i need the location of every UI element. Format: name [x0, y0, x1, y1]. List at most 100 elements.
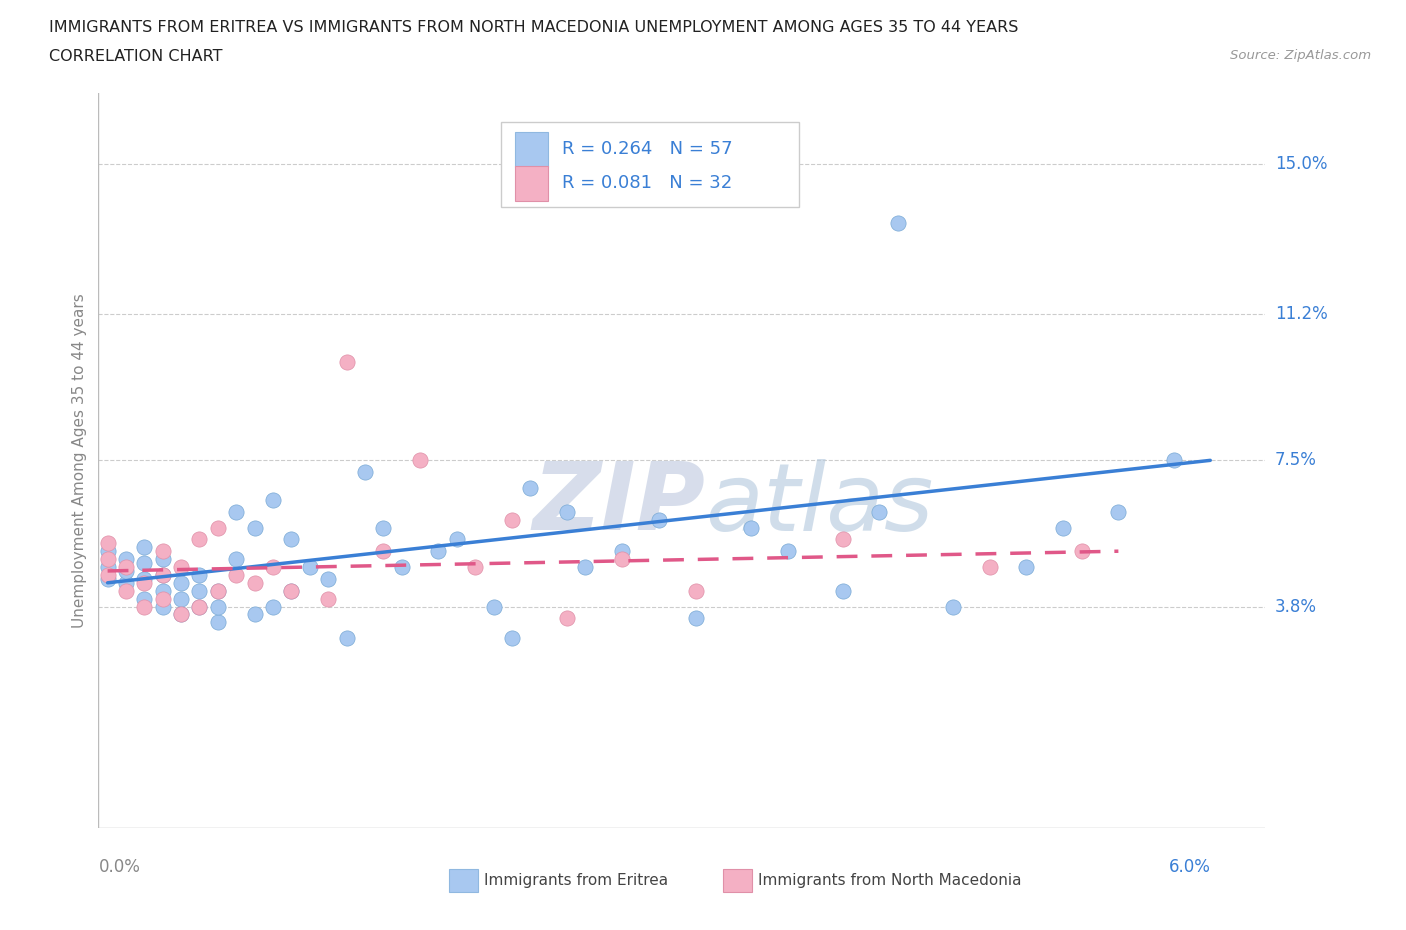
Point	[152, 583, 174, 598]
Point	[152, 551, 174, 566]
Point	[373, 544, 395, 559]
Point	[685, 583, 707, 598]
Point	[409, 453, 432, 468]
Point	[188, 532, 211, 547]
Point	[1107, 504, 1129, 519]
Text: R = 0.081   N = 32: R = 0.081 N = 32	[562, 174, 733, 193]
Point	[243, 520, 266, 535]
Text: IMMIGRANTS FROM ERITREA VS IMMIGRANTS FROM NORTH MACEDONIA UNEMPLOYMENT AMONG AG: IMMIGRANTS FROM ERITREA VS IMMIGRANTS FR…	[49, 20, 1018, 35]
Point	[115, 560, 138, 575]
Text: Source: ZipAtlas.com: Source: ZipAtlas.com	[1230, 49, 1371, 62]
Y-axis label: Unemployment Among Ages 35 to 44 years: Unemployment Among Ages 35 to 44 years	[72, 293, 87, 628]
Point	[207, 599, 229, 614]
Point	[612, 551, 634, 566]
Point	[243, 607, 266, 622]
Point	[243, 576, 266, 591]
Point	[280, 583, 302, 598]
Point	[427, 544, 450, 559]
Point	[134, 571, 156, 586]
Point	[555, 611, 578, 626]
Point	[152, 599, 174, 614]
Point	[979, 560, 1001, 575]
Text: 0.0%: 0.0%	[98, 858, 141, 876]
Point	[97, 560, 120, 575]
Point	[207, 520, 229, 535]
Point	[373, 520, 395, 535]
Point	[134, 599, 156, 614]
Point	[152, 544, 174, 559]
Point	[225, 551, 247, 566]
Point	[170, 607, 193, 622]
Point	[335, 354, 357, 369]
Point	[1070, 544, 1092, 559]
Point	[97, 536, 120, 551]
Point	[134, 591, 156, 606]
Point	[188, 599, 211, 614]
Point	[1163, 453, 1185, 468]
Text: 11.2%: 11.2%	[1275, 305, 1327, 324]
Point	[152, 567, 174, 582]
Text: CORRELATION CHART: CORRELATION CHART	[49, 49, 222, 64]
Point	[831, 583, 853, 598]
Point	[482, 599, 505, 614]
Point	[188, 567, 211, 582]
Point	[1015, 560, 1038, 575]
Point	[612, 544, 634, 559]
Text: R = 0.264   N = 57: R = 0.264 N = 57	[562, 140, 733, 158]
Point	[354, 465, 377, 480]
Point	[298, 560, 321, 575]
Point	[869, 504, 891, 519]
Point	[316, 571, 339, 586]
Point	[519, 481, 541, 496]
Point	[501, 512, 523, 527]
Point	[262, 599, 284, 614]
Point	[942, 599, 965, 614]
Point	[280, 583, 302, 598]
Point	[152, 591, 174, 606]
Point	[1052, 520, 1074, 535]
Point	[335, 631, 357, 645]
Point	[134, 539, 156, 554]
Point	[115, 551, 138, 566]
Point	[134, 555, 156, 570]
Bar	[515, 132, 548, 167]
Point	[188, 583, 211, 598]
Text: Immigrants from Eritrea: Immigrants from Eritrea	[484, 873, 668, 888]
Point	[464, 560, 486, 575]
Text: 6.0%: 6.0%	[1168, 858, 1211, 876]
Point	[188, 599, 211, 614]
Point	[225, 567, 247, 582]
Text: 15.0%: 15.0%	[1275, 155, 1327, 173]
Point	[280, 532, 302, 547]
Point	[134, 576, 156, 591]
Point	[685, 611, 707, 626]
Point	[207, 583, 229, 598]
Point	[170, 576, 193, 591]
Point	[391, 560, 413, 575]
Point	[152, 567, 174, 582]
Point	[97, 567, 120, 582]
Point	[316, 591, 339, 606]
Point	[225, 504, 247, 519]
Text: Immigrants from North Macedonia: Immigrants from North Macedonia	[758, 873, 1021, 888]
Point	[887, 216, 910, 231]
FancyBboxPatch shape	[501, 123, 799, 206]
Point	[262, 560, 284, 575]
Bar	[723, 869, 752, 893]
Point	[740, 520, 762, 535]
Point	[97, 551, 120, 566]
Text: ZIP: ZIP	[533, 458, 706, 551]
Point	[446, 532, 468, 547]
Point	[207, 583, 229, 598]
Text: atlas: atlas	[706, 458, 934, 550]
Point	[97, 544, 120, 559]
Point	[555, 504, 578, 519]
Point	[97, 571, 120, 586]
Point	[574, 560, 596, 575]
Text: 7.5%: 7.5%	[1275, 451, 1317, 470]
Point	[831, 532, 853, 547]
Point	[262, 492, 284, 507]
Point	[170, 591, 193, 606]
Point	[648, 512, 671, 527]
Point	[776, 544, 799, 559]
